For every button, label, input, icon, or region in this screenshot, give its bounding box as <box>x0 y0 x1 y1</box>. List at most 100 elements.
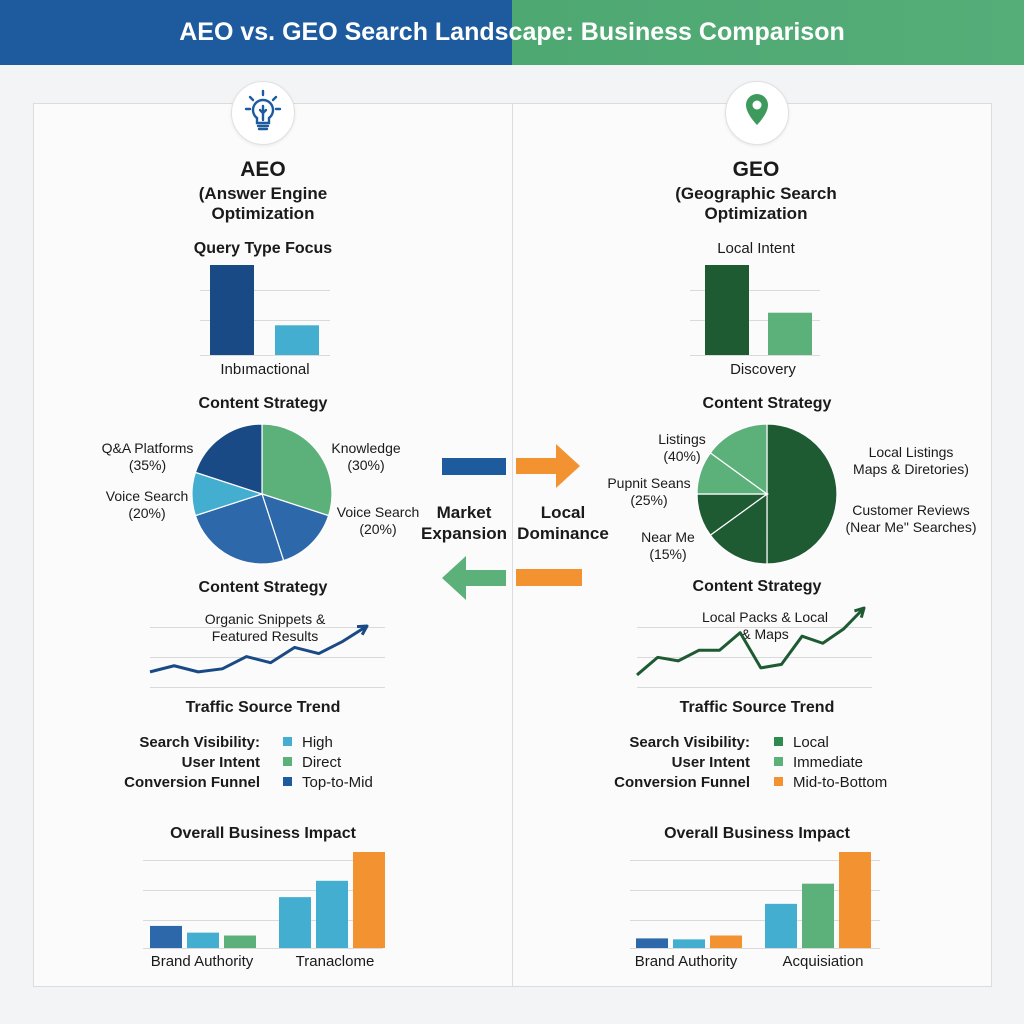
pie-slice <box>709 492 768 565</box>
metric-key: User Intent <box>181 754 260 771</box>
geo-impact-chart <box>636 852 871 948</box>
geo-content-title: Content Strategy <box>702 395 832 412</box>
geo-subtitle-line1: (Geographic Search <box>675 184 837 203</box>
aeo-query-chart <box>210 265 319 355</box>
geo-impact-cat1: Brand Authority <box>634 953 738 970</box>
impact-bar <box>673 939 705 948</box>
metric-value: Immediate <box>774 753 914 773</box>
metric-value: Top-to-Mid <box>283 773 413 793</box>
aeo-impact-gridline <box>143 860 383 861</box>
aeo-impact-gridline <box>143 890 383 891</box>
geo-trend-gridline <box>637 627 872 628</box>
impact-bar <box>150 925 182 948</box>
aeo-content-title: Content Strategy <box>198 395 328 412</box>
geo-query-label: Discovery <box>730 361 796 378</box>
lightbulb-icon <box>231 81 295 145</box>
geo-traffic-title: Traffic Source Trend <box>679 699 835 716</box>
query-bar <box>275 325 319 355</box>
geo-query-chart <box>705 265 812 355</box>
geo-impact-baseline <box>630 948 880 949</box>
metric-value: Direct <box>283 753 413 773</box>
geo-pie-label: Near Me (15%) <box>641 529 695 562</box>
aeo-metric-keys: Search Visibility: User Intent Conversio… <box>100 733 260 793</box>
pie-slice <box>194 493 285 565</box>
impact-bar <box>224 935 256 948</box>
geo-trend-label: Local Packs & Local & Maps <box>701 609 829 642</box>
aeo-trend-section-title: Content Strategy <box>198 579 328 596</box>
aeo-query-label: Inbımactional <box>220 361 310 378</box>
geo-query-title: Local Intent <box>717 240 795 257</box>
aeo-trend-gridline <box>150 627 385 628</box>
geo-pie-label: Pupnit Seans (25%) <box>607 475 691 508</box>
query-bar <box>210 265 254 355</box>
market-expansion-bar <box>442 458 506 475</box>
pie-slice <box>766 423 838 565</box>
aeo-impact-gridline <box>143 920 383 921</box>
geo-impact-gridline <box>630 890 880 891</box>
aeo-query-gridline <box>200 290 330 291</box>
pie-slice <box>194 423 263 495</box>
geo-metric-values: Local Immediate Mid-to-Bottom <box>774 733 914 793</box>
aeo-subtitle-line2: Optimization <box>211 204 315 223</box>
geo-query-gridline <box>690 355 820 356</box>
impact-bar <box>316 880 348 948</box>
aeo-title: AEO <box>240 158 286 181</box>
trend-arrowhead <box>853 606 866 619</box>
aeo-query-title: Query Type Focus <box>193 240 333 257</box>
geo-pie-label: Listings (40%) <box>658 431 706 464</box>
aeo-metric-values: High Direct Top-to-Mid <box>283 733 413 793</box>
trend-line <box>636 606 866 677</box>
market-expansion-label: Market Expansion <box>421 503 507 543</box>
impact-bar <box>187 932 219 948</box>
metric-key: Search Visibility: <box>629 734 750 751</box>
impact-bar <box>765 903 797 948</box>
geo-pie-label: Customer Reviews (Near Me" Searches) <box>845 502 977 535</box>
geo-impact-cat2: Acquisiation <box>782 953 864 970</box>
aeo-pie-label: Q&A Platforms (35%) <box>101 440 194 473</box>
arrow-right-icon <box>516 444 580 488</box>
aeo-impact-cat2: Tranaclome <box>295 953 375 970</box>
local-dominance-bar <box>516 569 582 586</box>
query-bar <box>705 265 749 355</box>
geo-query-gridline <box>690 290 820 291</box>
geo-title: GEO <box>732 158 780 181</box>
geo-impact-title: Overall Business Impact <box>664 825 850 842</box>
query-bar <box>768 312 812 355</box>
impact-bar <box>279 897 311 948</box>
geo-pie-label: Local Listings Maps & Diretories) <box>853 444 969 477</box>
aeo-subtitle-line1: (Answer Engine <box>198 184 328 203</box>
trend-arrowhead <box>356 624 369 636</box>
header-banner: AEO vs. GEO Search Landscape: Business C… <box>0 0 1024 65</box>
aeo-impact-cat1: Brand Authority <box>150 953 254 970</box>
aeo-impact-chart <box>150 852 385 948</box>
metric-value: Mid-to-Bottom <box>774 773 914 793</box>
metric-value: Local <box>774 733 914 753</box>
aeo-traffic-title: Traffic Source Trend <box>185 699 341 716</box>
aeo-pie-chart <box>191 423 333 565</box>
aeo-pie-label: Voice Search (20%) <box>336 504 420 537</box>
impact-bar <box>839 852 871 948</box>
geo-trend-section-title: Content Strategy <box>692 578 822 595</box>
trend-line <box>149 624 368 674</box>
aeo-impact-baseline <box>143 948 383 949</box>
aeo-trend-label: Organic Snippets & Featured Results <box>204 611 326 644</box>
local-dominance-label: Local Dominance <box>517 503 609 543</box>
metric-key: Search Visibility: <box>139 734 260 751</box>
aeo-pie-label: Voice Search (20%) <box>105 488 189 521</box>
geo-trend-gridline <box>637 687 872 688</box>
geo-trend-line-chart <box>636 606 866 677</box>
arrow-left-icon <box>442 556 506 600</box>
aeo-trend-gridline <box>150 687 385 688</box>
impact-bar <box>636 938 668 948</box>
geo-subtitle-line2: Optimization <box>704 204 808 223</box>
impact-bar <box>710 935 742 948</box>
geo-query-gridline <box>690 320 820 321</box>
aeo-query-gridline <box>200 355 330 356</box>
impact-bar <box>353 852 385 948</box>
location-pin-icon <box>725 81 789 145</box>
aeo-query-gridline <box>200 320 330 321</box>
metric-value: High <box>283 733 413 753</box>
pie-slice <box>709 423 768 496</box>
aeo-impact-title: Overall Business Impact <box>170 825 356 842</box>
aeo-pie-label: Knowledge (30%) <box>331 440 401 473</box>
